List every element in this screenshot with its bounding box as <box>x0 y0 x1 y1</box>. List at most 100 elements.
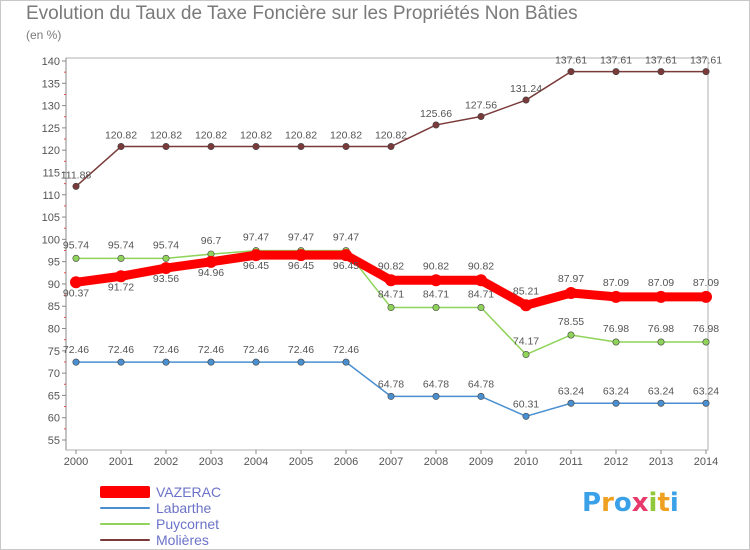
y-tick-label: 105 <box>42 212 60 224</box>
data-label: 63.24 <box>693 385 719 397</box>
y-tick-label: 135 <box>42 78 60 90</box>
data-point <box>657 399 665 407</box>
y-tick-label: 110 <box>42 190 60 202</box>
data-point <box>475 274 487 287</box>
data-point <box>70 276 82 289</box>
y-tick-label: 125 <box>42 123 60 135</box>
legend-swatch-molieres <box>100 539 150 541</box>
y-tick-label: 130 <box>42 101 60 113</box>
x-tick-label: 2012 <box>604 456 628 468</box>
legend-swatch-vazerac <box>100 486 150 498</box>
y-tick-label: 95 <box>48 257 60 269</box>
y-tick-label: 65 <box>48 390 60 402</box>
data-point <box>207 358 215 366</box>
data-point <box>612 399 620 407</box>
data-label: 60.31 <box>513 398 539 410</box>
data-point <box>207 143 215 151</box>
data-label: 120.82 <box>240 130 272 142</box>
logo-letter: r <box>601 488 614 518</box>
data-label: 63.24 <box>648 385 674 397</box>
data-label: 111.88 <box>61 169 92 181</box>
data-point <box>612 68 620 76</box>
x-tick-label: 2003 <box>199 456 223 468</box>
data-label: 120.82 <box>105 130 137 142</box>
data-point <box>522 96 530 104</box>
data-label: 137.61 <box>555 55 587 67</box>
data-point <box>702 399 710 407</box>
data-point <box>160 262 172 275</box>
data-point <box>387 304 395 312</box>
chart-legend: VAZERAC Labarthe Puycornet Molières <box>100 484 221 548</box>
data-label: 72.46 <box>108 344 134 356</box>
data-label: 72.46 <box>243 344 269 356</box>
data-label: 74.17 <box>513 336 539 348</box>
data-point <box>340 249 352 262</box>
data-label: 64.78 <box>468 378 494 390</box>
data-label: 76.98 <box>693 323 719 335</box>
logo-letter: x <box>631 488 649 518</box>
y-tick-label: 115 <box>42 167 60 179</box>
logo-letter: o <box>613 488 632 518</box>
data-label: 72.46 <box>63 344 89 356</box>
data-point <box>477 112 485 120</box>
y-tick-label: 140 <box>42 56 60 68</box>
data-label: 91.72 <box>108 281 134 293</box>
data-point <box>657 338 665 346</box>
data-label: 125.66 <box>420 108 452 120</box>
data-label: 137.61 <box>645 55 677 67</box>
x-tick-label: 2005 <box>289 456 313 468</box>
legend-swatch-labarthe <box>100 507 150 509</box>
data-point <box>162 254 170 262</box>
x-tick-label: 2006 <box>334 456 358 468</box>
data-label: 72.46 <box>288 344 314 356</box>
y-tick-label: 120 <box>42 145 60 157</box>
data-label: 64.78 <box>423 378 449 390</box>
logo-letter: i <box>669 488 679 518</box>
data-point <box>477 392 485 400</box>
data-point <box>205 255 217 268</box>
x-tick-label: 2004 <box>244 456 268 468</box>
data-label: 84.71 <box>378 289 404 301</box>
data-point <box>520 299 532 312</box>
data-point <box>432 392 440 400</box>
data-point <box>387 392 395 400</box>
legend-swatch-puycornet <box>100 523 150 525</box>
data-label: 95.74 <box>108 239 134 251</box>
legend-label-puycornet: Puycornet <box>156 516 220 532</box>
data-point <box>702 338 710 346</box>
data-label: 96.45 <box>288 260 314 272</box>
chart-title: Evolution du Taux de Taxe Foncière sur l… <box>26 3 578 24</box>
data-point <box>567 68 575 76</box>
chart-subtitle: (en %) <box>26 28 62 42</box>
data-label: 120.82 <box>285 130 317 142</box>
data-label: 76.98 <box>648 323 674 335</box>
data-point <box>72 182 80 190</box>
data-point <box>162 358 170 366</box>
logo-letter: i <box>648 488 658 518</box>
legend-item-labarthe: Labarthe <box>100 500 221 516</box>
data-label: 97.47 <box>333 232 359 244</box>
data-point <box>252 358 260 366</box>
data-point <box>117 358 125 366</box>
data-label: 63.24 <box>603 385 629 397</box>
x-tick-label: 2008 <box>424 456 448 468</box>
data-point <box>610 290 622 303</box>
data-label: 96.45 <box>243 260 269 272</box>
data-point <box>342 358 350 366</box>
data-label: 84.71 <box>423 289 449 301</box>
data-label: 87.09 <box>693 277 719 289</box>
data-label: 120.82 <box>195 130 227 142</box>
data-label: 72.46 <box>198 344 224 356</box>
data-label: 87.97 <box>558 273 584 285</box>
x-tick-label: 2010 <box>514 456 538 468</box>
data-point <box>655 290 667 303</box>
data-label: 120.82 <box>330 130 362 142</box>
data-label: 96.45 <box>333 260 359 272</box>
data-label: 90.82 <box>423 260 449 272</box>
data-label: 120.82 <box>150 130 182 142</box>
data-point <box>567 331 575 339</box>
data-label: 131.24 <box>510 83 542 95</box>
data-point <box>162 143 170 151</box>
data-label: 72.46 <box>153 344 179 356</box>
